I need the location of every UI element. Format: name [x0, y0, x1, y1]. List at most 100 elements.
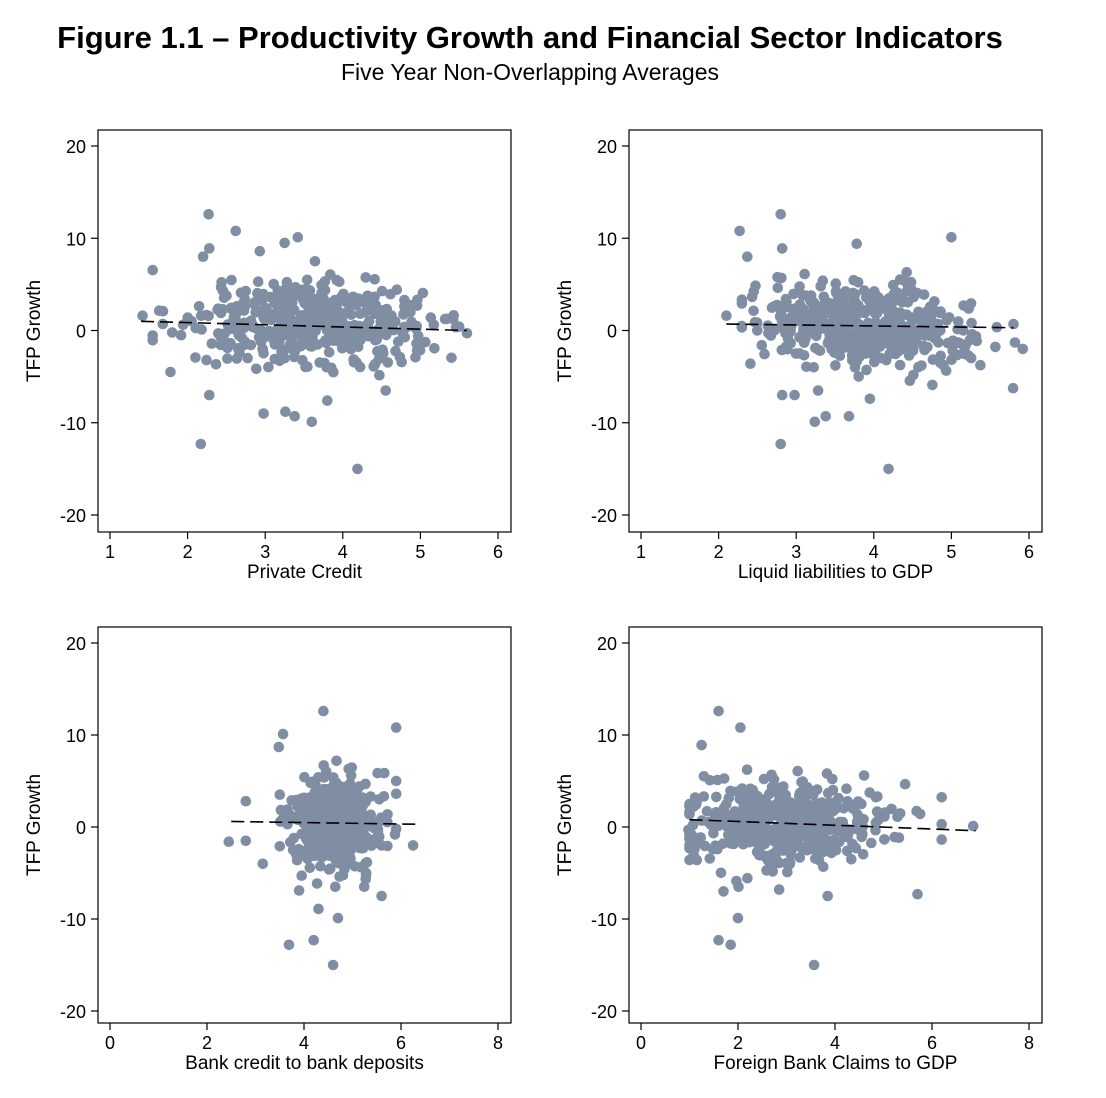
scatter-point — [776, 389, 788, 401]
scatter-point — [958, 300, 969, 311]
scatter-point — [857, 828, 868, 840]
x-tick-label: 6 — [1024, 542, 1034, 562]
scatter-point — [754, 806, 766, 817]
scatter-point — [230, 225, 241, 237]
scatter-point — [372, 324, 384, 335]
scatter-point — [793, 810, 805, 822]
scatter-point — [360, 321, 372, 332]
scatter-point — [913, 361, 924, 373]
y-tick-label: -20 — [60, 1002, 86, 1022]
x-tick-label: 4 — [299, 1033, 309, 1053]
x-tick-label: 5 — [415, 542, 425, 562]
scatter-point — [721, 820, 732, 832]
scatter-point — [373, 353, 385, 365]
scatter-point — [780, 829, 792, 840]
scatter-point — [886, 298, 898, 309]
scatter-point — [394, 351, 406, 363]
scatter-point — [344, 810, 355, 822]
scatter-point — [301, 274, 313, 286]
scatter-point — [324, 795, 336, 806]
y-tick-label: -20 — [60, 506, 86, 526]
fitted-line — [231, 820, 416, 826]
scatter-point — [301, 815, 313, 826]
figure-title: Figure 1.1 – Productivity Growth and Fin… — [57, 20, 1003, 55]
scatter-point — [277, 814, 288, 825]
scatter-point — [166, 327, 178, 338]
scatter-point — [867, 323, 878, 334]
scatter-point — [725, 939, 736, 951]
scatter-point — [339, 863, 350, 875]
scatter-point — [798, 824, 810, 835]
x-tick-label: 6 — [396, 1033, 406, 1053]
scatter-point — [773, 884, 785, 895]
scatter-point — [691, 854, 703, 866]
fitted-line — [726, 323, 1014, 329]
scatter-point — [778, 781, 789, 792]
scatter-point — [258, 288, 269, 300]
scatter-point — [1009, 337, 1021, 348]
scatter-point — [378, 315, 390, 327]
scatter-point — [816, 826, 827, 838]
scatter-point — [718, 886, 729, 897]
scatter-point — [309, 299, 320, 311]
scatter-point — [752, 325, 763, 336]
scatter-point — [376, 890, 387, 902]
x-axis-label: Bank credit to bank deposits — [185, 1053, 424, 1074]
scatter-point — [283, 939, 295, 951]
x-tick-label: 6 — [927, 1033, 937, 1053]
scatter-point — [329, 294, 341, 306]
scatter-point — [320, 769, 331, 781]
scatter-point — [765, 827, 777, 838]
scatter-point — [831, 335, 843, 346]
scatter-point — [377, 344, 388, 356]
y-tick-label: -20 — [591, 506, 617, 526]
scatter-point — [684, 799, 695, 811]
scatter-point — [250, 363, 262, 375]
scatter-point — [274, 789, 286, 800]
scatter-point — [201, 354, 212, 366]
scatter-point — [287, 844, 299, 856]
scatter-point — [772, 282, 784, 294]
scatter-point — [885, 334, 896, 346]
scatter-point — [789, 389, 800, 401]
scatter-point — [768, 301, 780, 312]
scatter-point — [713, 934, 724, 946]
scatter-point — [717, 810, 729, 822]
scatter-point — [808, 308, 820, 320]
scatter-point — [382, 357, 394, 368]
scatter-point — [736, 783, 748, 794]
scatter-point — [203, 209, 214, 220]
scatter-point — [959, 344, 970, 356]
scatter-point — [165, 366, 176, 378]
scatter-point — [861, 364, 872, 376]
scatter-point — [889, 831, 900, 843]
scatter-point — [834, 350, 846, 362]
scatter-point — [412, 330, 424, 342]
scatter-point — [319, 276, 331, 287]
scatter-panel-2: 20 10 0 -10 -20 1 2 3 4 5 6 Liquid liabilities to G… — [555, 129, 1043, 583]
scatter-point — [327, 959, 339, 971]
scatter-point — [342, 800, 353, 812]
scatter-point — [825, 308, 837, 319]
scatter-point — [328, 825, 339, 836]
scatter-point — [936, 818, 947, 830]
y-tick-label: 0 — [76, 322, 86, 342]
x-tick-label: 0 — [636, 1033, 646, 1053]
scatter-point — [701, 806, 713, 817]
scatter-point — [331, 755, 342, 767]
scatter-point — [399, 331, 411, 343]
scatter-point — [776, 243, 788, 254]
scatter-point — [846, 854, 857, 865]
scatter-point — [818, 861, 829, 873]
y-tick-label: 0 — [607, 322, 617, 342]
y-tick-label: 0 — [607, 818, 617, 838]
scatter-point — [794, 852, 806, 863]
x-tick-label: 3 — [791, 542, 801, 562]
scatter-point — [798, 782, 810, 793]
scatter-point — [335, 309, 347, 320]
scatter-point — [849, 341, 861, 353]
scatter-point — [727, 838, 738, 849]
scatter-point — [759, 838, 770, 850]
scatter-point — [273, 741, 285, 753]
scatter-point — [965, 352, 977, 364]
